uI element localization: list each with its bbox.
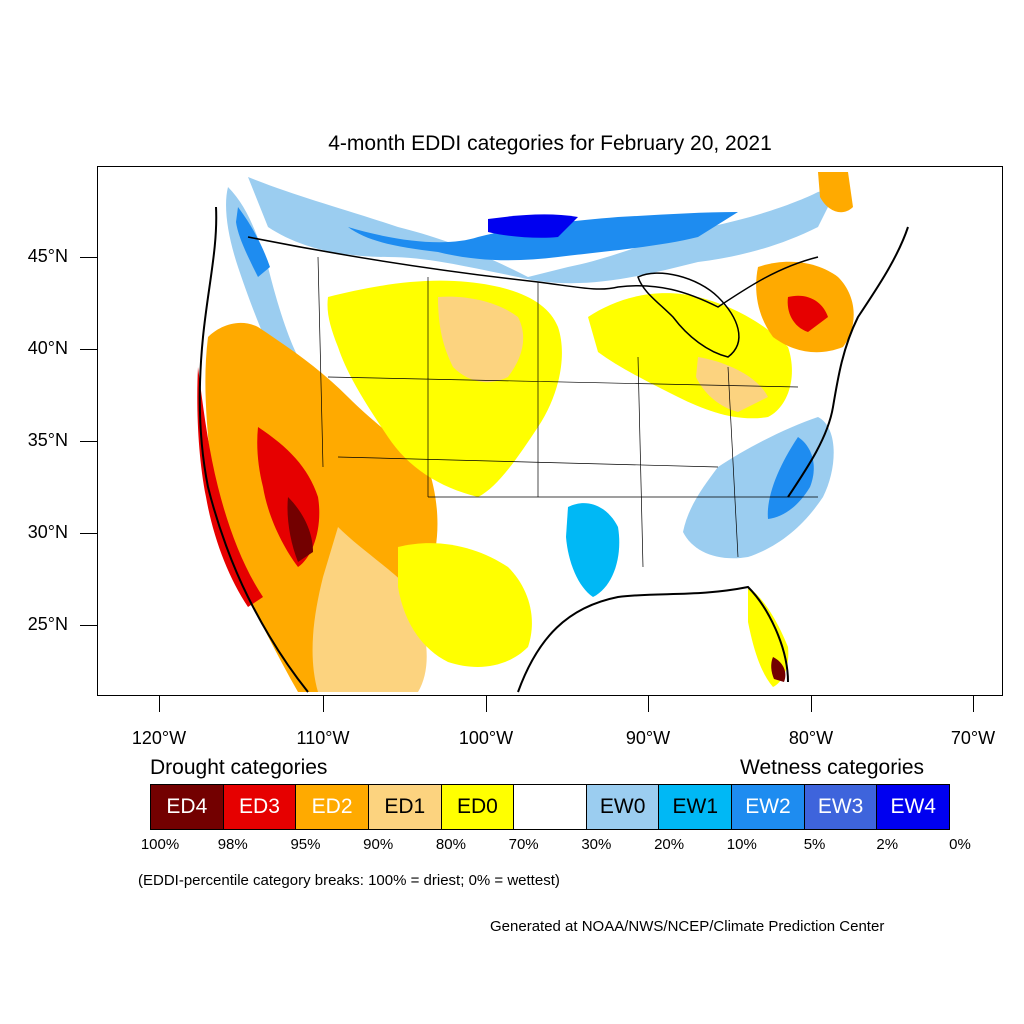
- lat-tickmark: [80, 441, 97, 442]
- dry-region-northeast-ed3: [787, 295, 828, 332]
- lon-tickmark: [973, 696, 974, 712]
- lat-tick-label: 45°N: [27, 246, 68, 266]
- percent-break-label: 10%: [726, 836, 757, 853]
- drought-heading: Drought categories: [150, 756, 328, 779]
- percent-break-label: 5%: [803, 836, 826, 853]
- state-borders: [317, 256, 818, 568]
- legend-swatch: ED2: [296, 785, 369, 829]
- legend-swatch: EW1: [659, 785, 733, 829]
- lon-tick-label: 70°W: [950, 728, 996, 748]
- legend-swatch: EW2: [732, 785, 805, 829]
- coastline: [198, 206, 909, 693]
- percent-break-label: 30%: [581, 836, 612, 853]
- lat-tickmark: [80, 625, 97, 626]
- lon-tick-label: 120°W: [131, 728, 187, 748]
- percent-break-label: 100%: [140, 836, 180, 853]
- legend-swatch: EW3: [804, 785, 878, 829]
- percent-break-label: 70%: [508, 836, 539, 853]
- lon-tickmark: [648, 696, 649, 712]
- lon-tick-label: 80°W: [788, 728, 834, 748]
- dry-region-great-lakes-ed1: [696, 357, 768, 412]
- lat-tick-label: 30°N: [27, 522, 68, 542]
- lat-tickmark: [80, 349, 97, 350]
- lat-tick-label: 40°N: [27, 338, 68, 358]
- credit-line: Generated at NOAA/NWS/NCEP/Climate Predi…: [490, 918, 885, 935]
- lon-tickmark: [159, 696, 160, 712]
- lon-tick-label: 110°W: [296, 728, 350, 748]
- great-lakes: [637, 272, 740, 358]
- map-title: 4-month EDDI categories for February 20,…: [328, 132, 772, 155]
- lon-tick-label: 90°W: [625, 728, 671, 748]
- wet-region-southeast: [683, 417, 834, 559]
- dry-region-southwest-ed4: [287, 497, 313, 562]
- lat-tick-label: 25°N: [27, 614, 68, 634]
- lat-tickmark: [80, 257, 97, 258]
- wet-region-north: [248, 177, 838, 284]
- percent-break-label: 0%: [949, 836, 971, 853]
- dry-region-plains-ed1: [438, 296, 524, 383]
- dry-region-florida-ed4: [771, 657, 786, 682]
- lon-tickmark: [323, 696, 324, 712]
- dry-region-texas: [398, 543, 532, 667]
- legend-swatch: ED1: [368, 785, 442, 829]
- dry-region-maine: [818, 172, 853, 213]
- legend-colorbar: ED4 ED3 ED2 ED1 ED0 EW0 EW1 EW2 EW3 EW4: [150, 784, 950, 830]
- category-note: (EDDI-percentile category breaks: 100% =…: [138, 872, 560, 889]
- wet-region-northwest-core: [236, 207, 270, 277]
- legend-swatch: EW4: [877, 785, 950, 829]
- legend-swatch: EW0: [586, 785, 660, 829]
- eddi-map: [197, 172, 909, 693]
- percent-break-label: 90%: [363, 836, 394, 853]
- lon-tick-label: 100°W: [458, 728, 514, 748]
- percent-break-label: 95%: [290, 836, 321, 853]
- wet-region-north-deep: [488, 214, 578, 238]
- dry-region-west-ed1: [312, 527, 427, 692]
- national-border: [247, 236, 819, 308]
- percent-break-label: 2%: [876, 836, 899, 853]
- wet-region-mississippi: [566, 503, 620, 597]
- lon-tickmark: [811, 696, 812, 712]
- percent-break-label: 80%: [435, 836, 466, 853]
- map-frame: [97, 166, 1003, 696]
- lat-tick-label: 35°N: [27, 430, 68, 450]
- wet-region-southeast-core: [767, 437, 814, 519]
- legend-swatch: [514, 785, 587, 829]
- percent-break-label: 98%: [217, 836, 248, 853]
- lon-tickmark: [486, 696, 487, 712]
- wetness-heading: Wetness categories: [740, 756, 925, 779]
- legend-swatch: ED0: [441, 785, 515, 829]
- lat-tickmark: [80, 533, 97, 534]
- percent-break-label: 20%: [654, 836, 685, 853]
- legend-swatch: ED3: [223, 785, 297, 829]
- legend-swatch: ED4: [151, 785, 224, 829]
